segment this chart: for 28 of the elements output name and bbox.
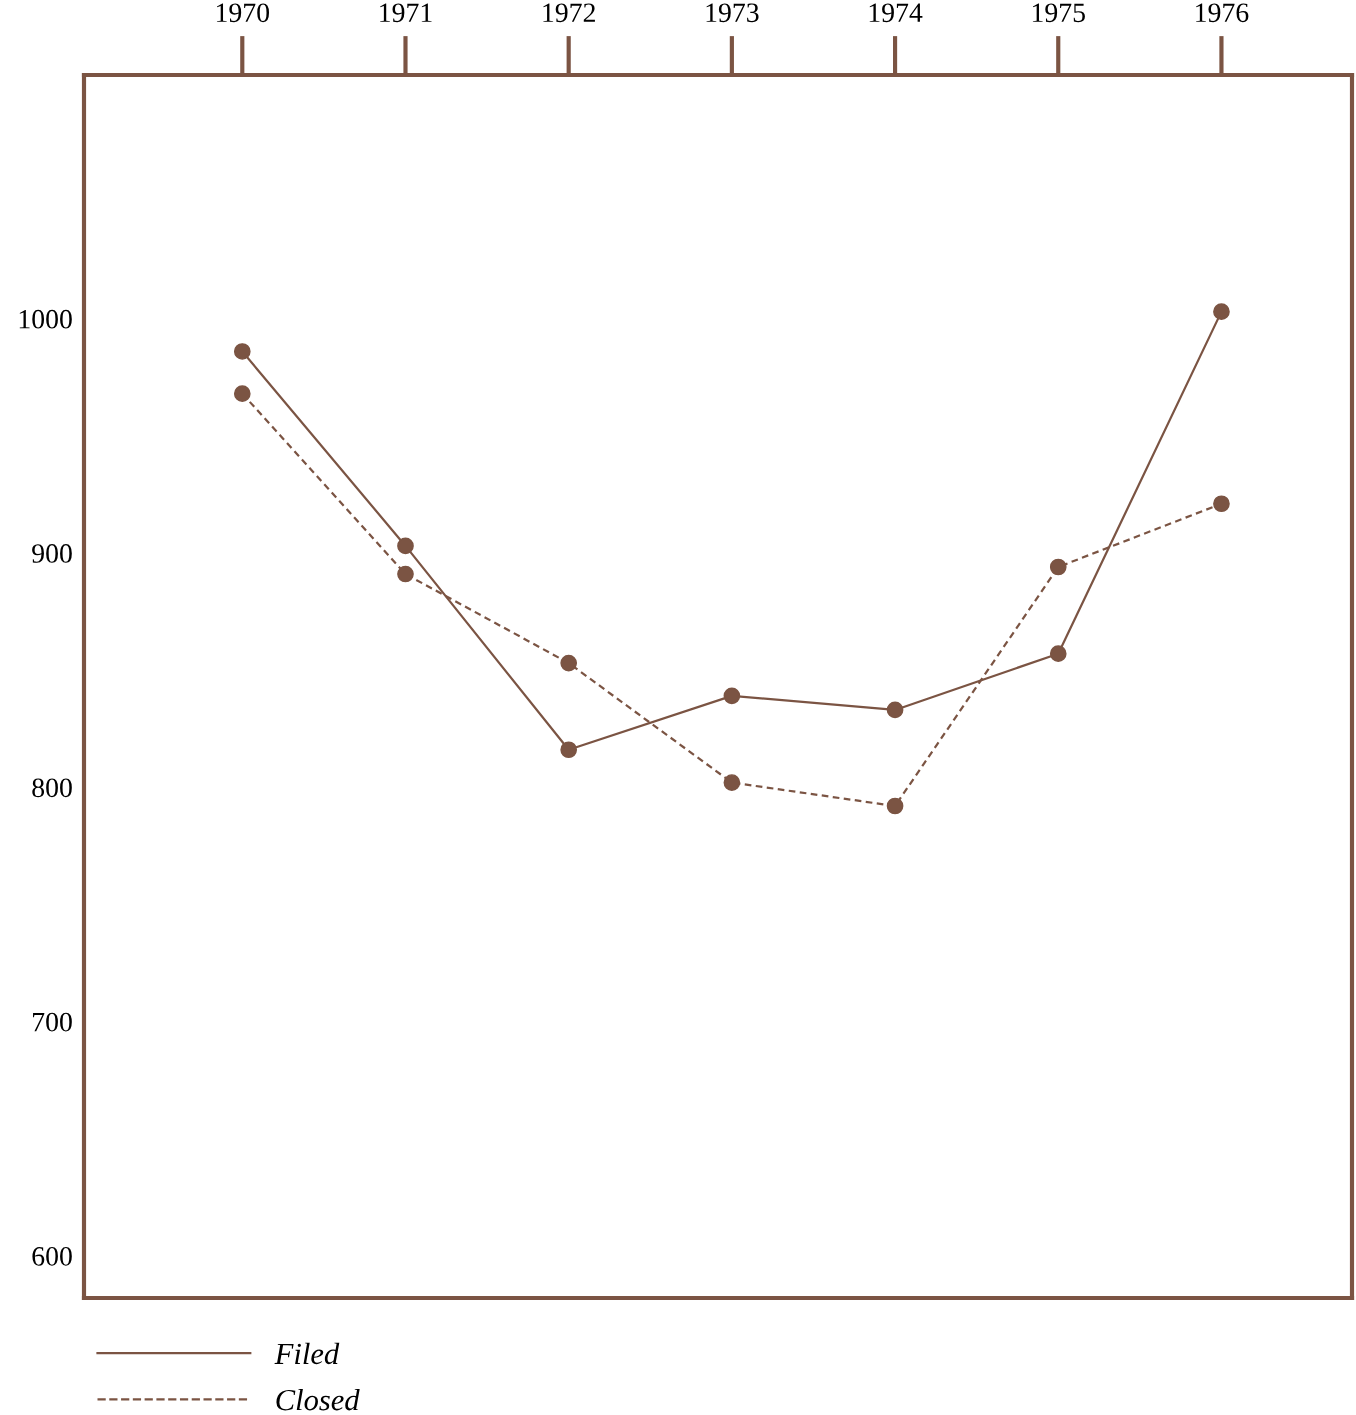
point [1213,303,1230,320]
point [397,565,414,583]
point [233,385,251,402]
point [723,774,741,791]
point [560,654,578,672]
x-tick-label: 1972 [543,3,595,23]
point [723,687,741,705]
legend-label: Filed [274,1342,340,1365]
point [1213,495,1230,513]
point [233,343,251,360]
point [1049,645,1067,663]
y-tick-label: 1000 [19,309,72,329]
point [560,741,578,759]
x-tick-label: 1974 [869,3,923,23]
y-tick-label: 700 [33,1012,72,1032]
point [397,537,414,555]
x-tick-label: 1976 [1196,3,1249,23]
y-tick-label: 600 [32,1246,72,1266]
x-tick-label: 1971 [380,3,432,23]
point [886,701,904,719]
legend-label: Closed [276,1388,360,1411]
x-tick-label: 1973 [706,3,759,23]
x-tick-label: 1975 [1032,3,1085,23]
y-tick-label: 800 [32,778,72,798]
point [1049,558,1067,576]
x-tick-label: 1970 [216,3,270,23]
y-tick-label: 900 [32,544,72,563]
point [886,797,904,815]
